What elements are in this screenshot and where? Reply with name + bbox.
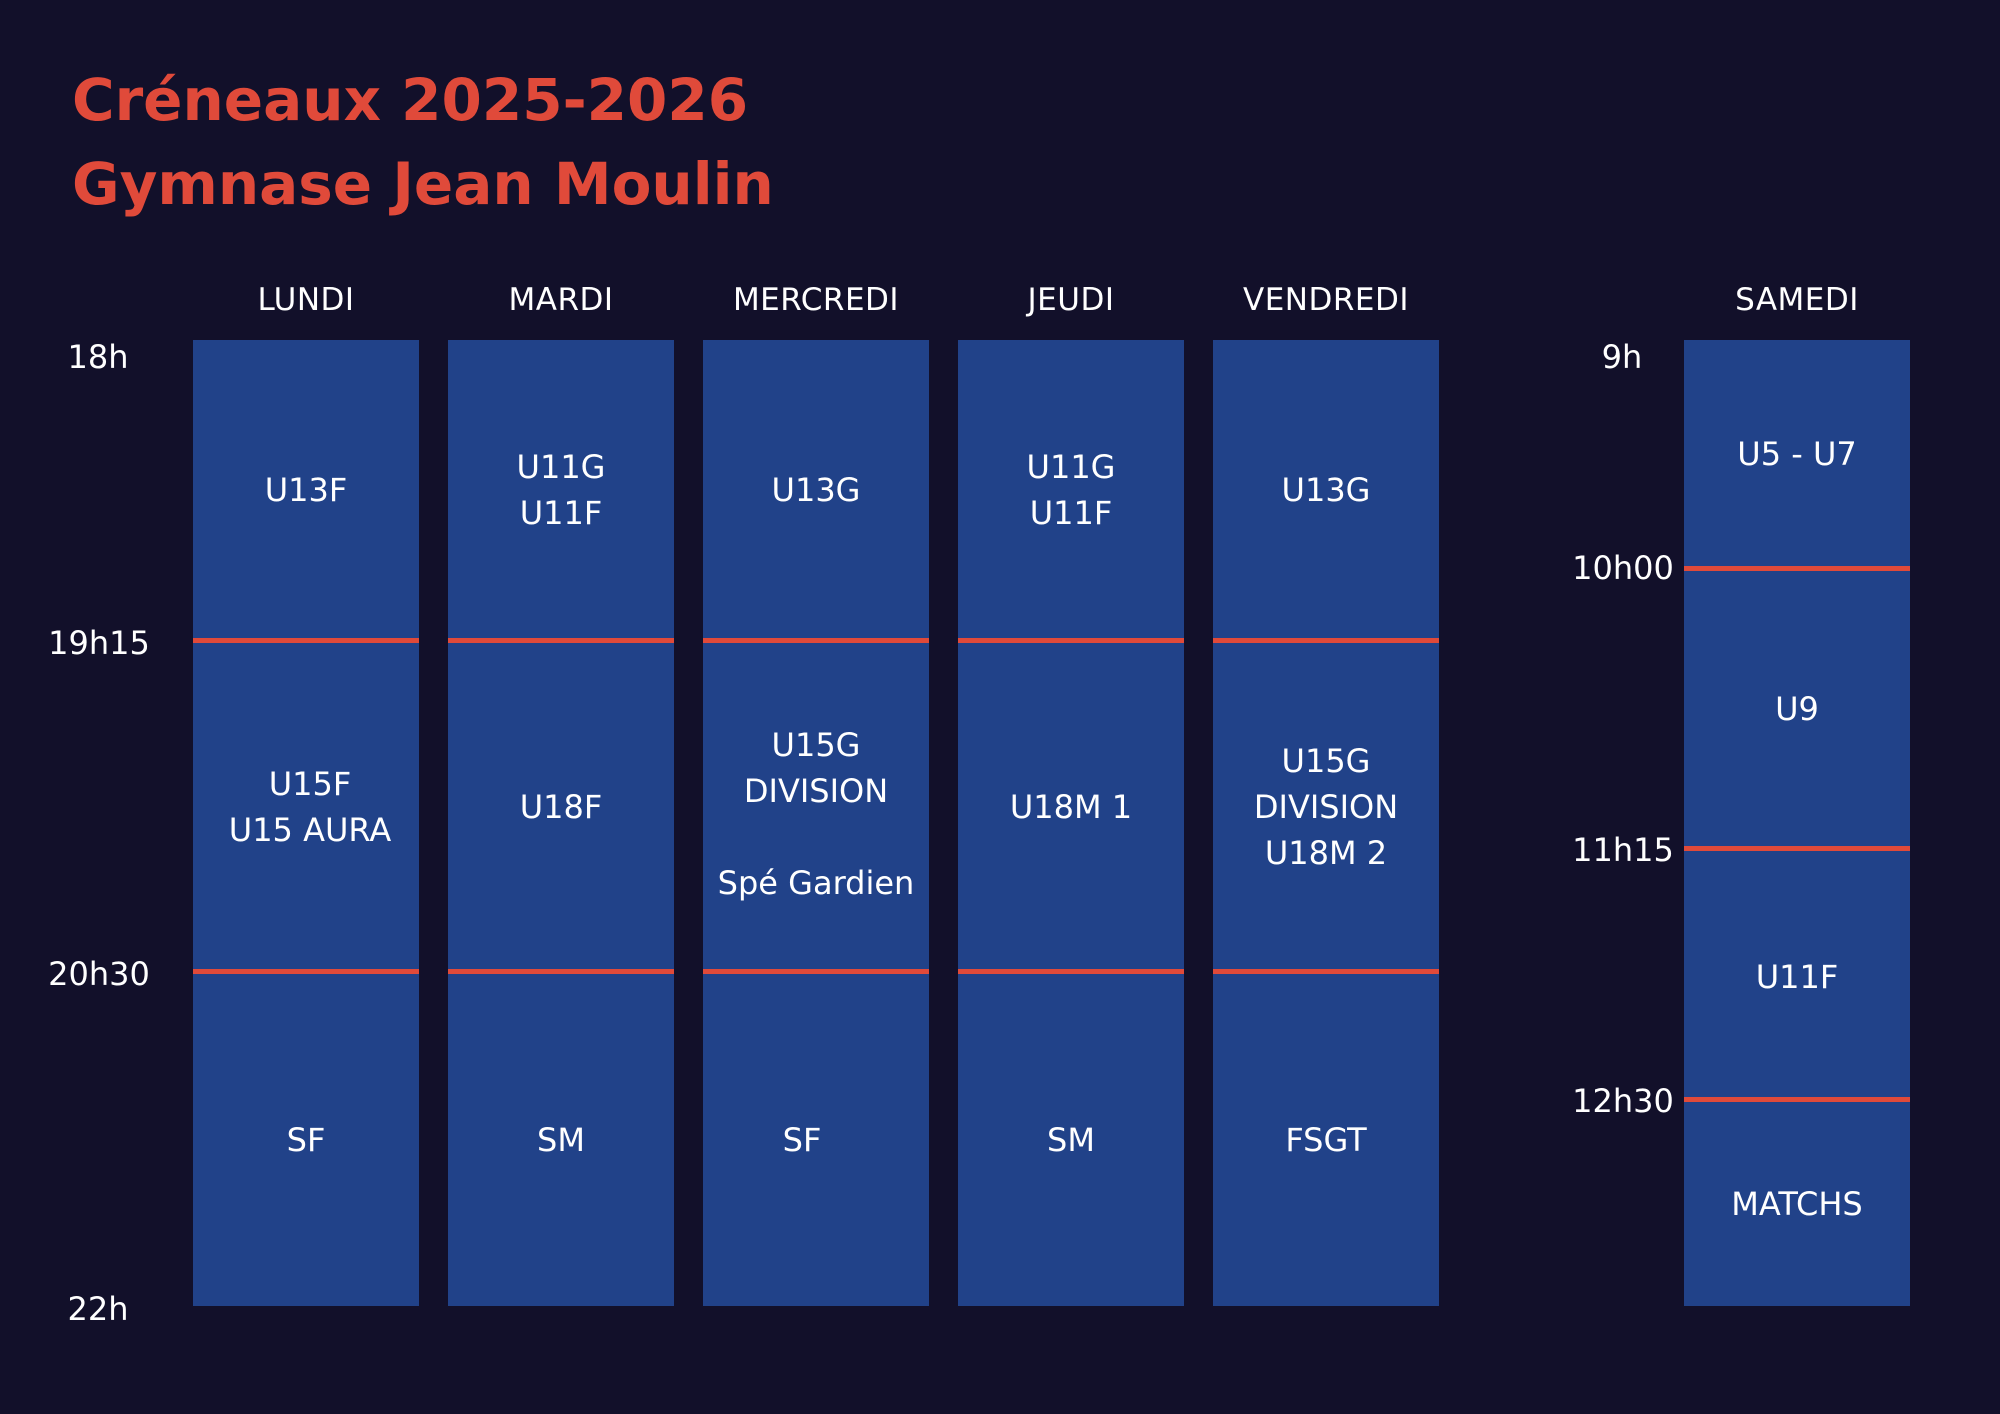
slot-mercredi-1: U13G: [703, 340, 929, 640]
slot-mardi-2: U18F: [448, 643, 674, 970]
slot-label: SM: [537, 1121, 585, 1159]
slot-label: U15G DIVISION U18M 2: [1253, 741, 1399, 872]
day-label-mardi: MARDI: [508, 282, 614, 318]
day-label-samedi: SAMEDI: [1735, 282, 1859, 318]
slot-mardi-1: U11G U11F: [448, 340, 674, 640]
day-column-samedi: U5 - U7 U9 U11F MATCHS: [1684, 340, 1910, 1306]
slot-samedi-4: MATCHS: [1684, 1102, 1910, 1306]
time-label-18h: 18h: [67, 338, 129, 376]
slot-label: U11F: [1755, 957, 1839, 996]
divider: [1684, 846, 1910, 851]
divider: [703, 969, 929, 974]
slot-label: U5 - U7: [1737, 435, 1857, 473]
divider: [193, 638, 419, 643]
time-label-20h30: 20h30: [48, 955, 150, 993]
slot-samedi-1: U5 - U7: [1684, 340, 1910, 568]
divider: [958, 638, 1184, 643]
time-label-9h: 9h: [1601, 338, 1643, 376]
page-title: Créneaux 2025-2026 Gymnase Jean Moulin: [72, 58, 774, 226]
time-label-22h: 22h: [67, 1290, 129, 1328]
slot-mercredi-3: SF: [703, 974, 929, 1306]
day-column-mercredi: U13G U15G DIVISION Spé Gardien SF: [703, 340, 929, 1306]
slot-label: U11G U11F: [1026, 448, 1116, 532]
day-column-vendredi: U13G U15G DIVISION U18M 2 FSGT: [1213, 340, 1439, 1306]
slot-label: U11G U11F: [516, 448, 606, 532]
time-label-19h15: 19h15: [48, 624, 150, 662]
day-column-jeudi: U11G U11F U18M 1 SM: [958, 340, 1184, 1306]
slot-label: U9: [1775, 690, 1819, 728]
slot-label: SM: [1047, 1121, 1095, 1159]
time-label-11h15: 11h15: [1572, 831, 1674, 869]
time-label-10h00: 10h00: [1572, 549, 1674, 587]
slot-label: U18M 1: [1009, 787, 1133, 826]
divider: [448, 969, 674, 974]
divider: [958, 969, 1184, 974]
slot-label: U13F: [264, 471, 348, 509]
day-column-mardi: U11G U11F U18F SM: [448, 340, 674, 1306]
day-label-mercredi: MERCREDI: [732, 282, 900, 318]
slot-mercredi-2: U15G DIVISION Spé Gardien: [703, 643, 929, 970]
slot-samedi-3: U11F: [1684, 851, 1910, 1102]
time-label-12h30: 12h30: [1572, 1082, 1674, 1120]
slot-lundi-2: U15F U15 AURA: [193, 643, 419, 970]
divider: [1684, 1097, 1910, 1102]
slot-lundi-3: SF: [193, 974, 419, 1306]
slot-jeudi-1: U11G U11F: [958, 340, 1184, 640]
slot-lundi-1: U13F: [193, 340, 419, 640]
divider: [1213, 638, 1439, 643]
title-line-season: Créneaux 2025-2026: [72, 66, 749, 134]
slot-label: U18F: [519, 787, 603, 826]
day-label-vendredi: VENDREDI: [1243, 282, 1409, 318]
slot-label: FSGT: [1285, 1121, 1367, 1159]
divider: [703, 638, 929, 643]
slot-vendredi-2: U15G DIVISION U18M 2: [1213, 643, 1439, 970]
slot-label: U13G: [1281, 471, 1371, 509]
slot-label: U13G: [771, 471, 861, 509]
slot-label: MATCHS: [1731, 1185, 1863, 1223]
slot-jeudi-2: U18M 1: [958, 643, 1184, 970]
slot-vendredi-1: U13G: [1213, 340, 1439, 640]
slot-vendredi-3: FSGT: [1213, 974, 1439, 1306]
title-line-gym: Gymnase Jean Moulin: [72, 150, 774, 218]
slot-mardi-3: SM: [448, 974, 674, 1306]
divider: [1684, 566, 1910, 571]
slot-label: U15F U15 AURA: [228, 764, 392, 849]
day-label-jeudi: JEUDI: [1027, 282, 1115, 318]
slot-jeudi-3: SM: [958, 974, 1184, 1306]
day-label-lundi: LUNDI: [257, 282, 355, 318]
slot-label: U15G DIVISION Spé Gardien: [717, 725, 915, 902]
divider: [448, 638, 674, 643]
slot-label: SF: [286, 1121, 326, 1159]
slot-samedi-2: U9: [1684, 571, 1910, 847]
divider: [1213, 969, 1439, 974]
slot-label: SF: [782, 1121, 822, 1159]
divider: [193, 969, 419, 974]
day-column-lundi: U13F U15F U15 AURA SF: [193, 340, 419, 1306]
